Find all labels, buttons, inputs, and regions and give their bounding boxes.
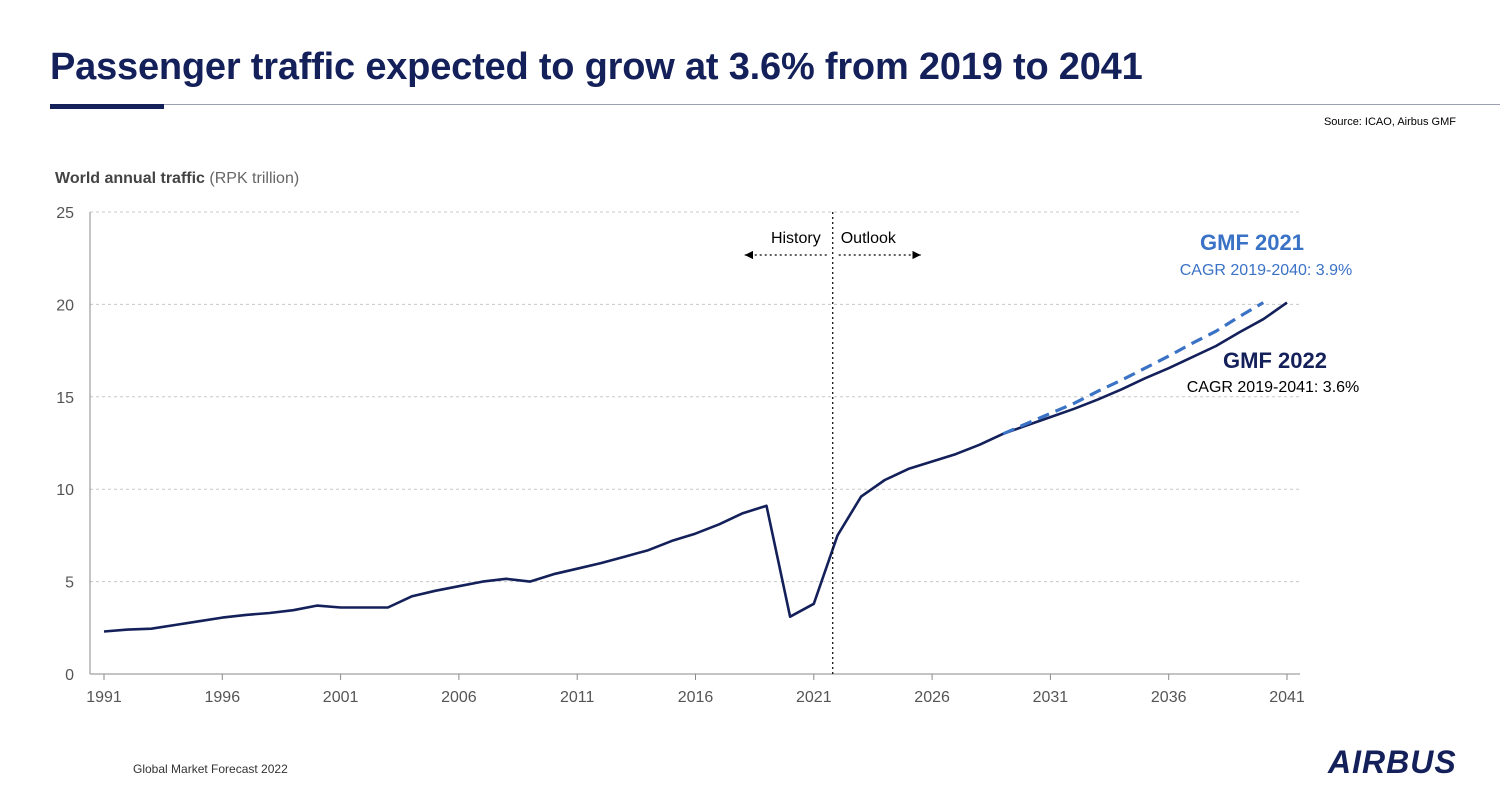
annotation-layer: History Outlook GMF 2021 CAGR 2019-2040: 3.… bbox=[744, 212, 1360, 674]
page-title: Passenger traffic expected to grow at 3.… bbox=[50, 46, 1143, 88]
y-tick-label-25: 25 bbox=[56, 205, 74, 222]
x-tick-label-2021: 2021 bbox=[796, 689, 832, 706]
grid-layer bbox=[90, 211, 1300, 583]
title-rule bbox=[50, 104, 1500, 105]
x-tick-label-2041: 2041 bbox=[1269, 689, 1305, 706]
x-tick-label-2006: 2006 bbox=[441, 689, 477, 706]
outlook-label: Outlook bbox=[841, 230, 897, 247]
series-layer bbox=[103, 301, 1288, 633]
y-tick-label-20: 20 bbox=[56, 297, 74, 314]
history-label: History bbox=[771, 230, 821, 247]
x-tick-label-2016: 2016 bbox=[678, 689, 714, 706]
gmf2022-cagr: CAGR 2019-2041: 3.6% bbox=[1187, 379, 1360, 396]
axis-layer: World annual traffic (RPK trillion) 0 5 10 1… bbox=[55, 170, 1305, 706]
x-tick-label-2026: 2026 bbox=[914, 689, 950, 706]
x-tick-label-1991: 1991 bbox=[86, 689, 122, 706]
gmf2022-label: GMF 2022 bbox=[1223, 348, 1327, 373]
x-tick-label-2011: 2011 bbox=[560, 689, 595, 706]
gmf2021-label: GMF 2021 bbox=[1200, 230, 1304, 255]
title-accent-bar bbox=[50, 104, 164, 109]
y-tick-label-10: 10 bbox=[56, 482, 74, 499]
y-axis-label-unit: (RPK trillion) bbox=[205, 170, 299, 187]
y-axis-label: World annual traffic (RPK trillion) bbox=[55, 170, 299, 187]
x-tick-label-1996: 1996 bbox=[205, 689, 241, 706]
x-tick-label-2001: 2001 bbox=[323, 689, 359, 706]
x-tick-label-2031: 2031 bbox=[1033, 689, 1069, 706]
series-line-gmf2022 bbox=[103, 301, 1288, 633]
y-tick-label-0: 0 bbox=[65, 667, 74, 684]
y-tick-label-15: 15 bbox=[56, 390, 74, 407]
x-tick-label-2036: 2036 bbox=[1151, 689, 1187, 706]
source-note: Source: ICAO, Airbus GMF bbox=[1323, 116, 1456, 128]
footer-text: Global Market Forecast 2022 bbox=[133, 762, 288, 776]
y-axis-label-title: World annual traffic bbox=[55, 170, 205, 187]
y-tick-label-5: 5 bbox=[65, 575, 74, 592]
airbus-logo: AIRBUS bbox=[1328, 744, 1457, 780]
gmf2021-cagr: CAGR 2019-2040: 3.9% bbox=[1180, 262, 1353, 279]
series-line-gmf2021 bbox=[1002, 301, 1265, 436]
